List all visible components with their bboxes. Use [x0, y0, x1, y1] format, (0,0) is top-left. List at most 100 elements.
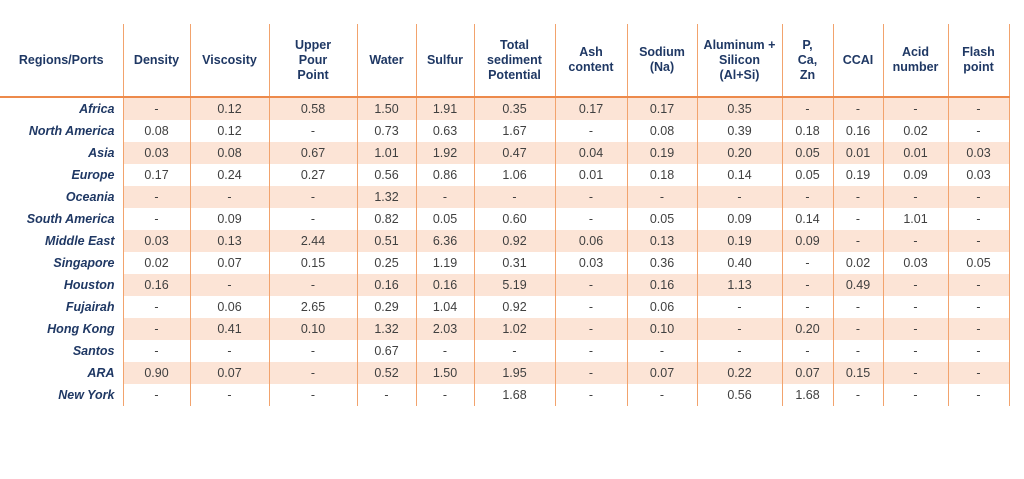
- column-header-ash-content: Ash content: [555, 24, 628, 98]
- cell-value: 0.41: [190, 318, 270, 340]
- cell-value: 1.13: [697, 274, 783, 296]
- regions-ports-table: Regions/Ports Density Viscosity Upper Pour …: [0, 24, 1010, 406]
- cell-value: 1.04: [416, 296, 475, 318]
- cell-value: 0.49: [833, 274, 884, 296]
- cell-value: -: [948, 186, 1010, 208]
- cell-value: 0.16: [627, 274, 698, 296]
- cell-value: -: [269, 208, 358, 230]
- cell-value: 1.32: [357, 318, 417, 340]
- column-header-sulfur: Sulfur: [416, 24, 475, 98]
- cell-value: -: [555, 340, 628, 362]
- cell-value: 0.05: [782, 142, 834, 164]
- cell-value: -: [555, 362, 628, 384]
- cell-value: 0.03: [123, 142, 191, 164]
- cell-value: 0.09: [782, 230, 834, 252]
- table-row-hong-kong: Hong Kong -0.41 0.10 1.32 2.03 1.02-0.10-0.20…: [0, 318, 1010, 340]
- cell-value: 0.07: [782, 362, 834, 384]
- cell-value: -: [357, 384, 417, 406]
- table-row-singapore: Singapore 0.02 0.07 0.15 0.25 1.19 0.31 0.03 0.3…: [0, 252, 1010, 274]
- cell-value: 0.39: [697, 120, 783, 142]
- cell-value: 2.65: [269, 296, 358, 318]
- cell-value: -: [555, 274, 628, 296]
- column-header-p-ca-zn: P, Ca, Zn: [782, 24, 834, 98]
- cell-value: -: [697, 340, 783, 362]
- cell-value: 0.15: [269, 252, 358, 274]
- cell-value: -: [833, 186, 884, 208]
- cell-value: 0.52: [357, 362, 417, 384]
- table-row-north-america: North America 0.08 0.12-0.73 0.63 1.67-0.08 0…: [0, 120, 1010, 142]
- cell-value: -: [782, 252, 834, 274]
- cell-value: 0.05: [627, 208, 698, 230]
- cell-value: 0.67: [269, 142, 358, 164]
- cell-value: -: [190, 340, 270, 362]
- cell-value: 1.95: [474, 362, 556, 384]
- cell-value: 1.68: [782, 384, 834, 406]
- cell-value: -: [782, 274, 834, 296]
- table-row-new-york: New York - - - - -1.68- -0.56 1.68- - -: [0, 384, 1010, 406]
- cell-value: 2.44: [269, 230, 358, 252]
- cell-value: 1.50: [416, 362, 475, 384]
- cell-value: -: [833, 230, 884, 252]
- region-name: Houston: [0, 274, 124, 296]
- cell-value: 0.01: [833, 142, 884, 164]
- column-header-flash-point: Flash point: [948, 24, 1010, 98]
- cell-value: 1.01: [883, 208, 949, 230]
- cell-value: -: [123, 97, 191, 120]
- cell-value: 1.68: [474, 384, 556, 406]
- cell-value: 0.60: [474, 208, 556, 230]
- cell-value: 0.07: [190, 252, 270, 274]
- cell-value: -: [833, 384, 884, 406]
- cell-value: -: [833, 97, 884, 120]
- cell-value: 0.31: [474, 252, 556, 274]
- column-header-acid-number: Acid number: [883, 24, 949, 98]
- region-name: Middle East: [0, 230, 124, 252]
- cell-value: -: [555, 384, 628, 406]
- cell-value: -: [948, 362, 1010, 384]
- cell-value: 0.20: [697, 142, 783, 164]
- cell-value: 0.10: [627, 318, 698, 340]
- table-row-houston: Houston 0.16- -0.16 0.16 5.19-0.16 1.13-0.49-…: [0, 274, 1010, 296]
- cell-value: 6.36: [416, 230, 475, 252]
- column-header-total-sediment-potential: Total sediment Potential: [474, 24, 556, 98]
- column-header-water: Water: [357, 24, 417, 98]
- cell-value: 0.03: [948, 142, 1010, 164]
- cell-value: -: [782, 97, 834, 120]
- region-name: Africa: [0, 97, 124, 120]
- region-name: North America: [0, 120, 124, 142]
- cell-value: -: [474, 186, 556, 208]
- cell-value: -: [269, 384, 358, 406]
- cell-value: 0.35: [474, 97, 556, 120]
- cell-value: -: [416, 186, 475, 208]
- cell-value: 0.08: [190, 142, 270, 164]
- cell-value: 0.47: [474, 142, 556, 164]
- table-body: Africa -0.12 0.58 1.50 1.91 0.35 0.17 0.17 0.35-…: [0, 97, 1010, 406]
- cell-value: 1.01: [357, 142, 417, 164]
- cell-value: 0.06: [627, 296, 698, 318]
- cell-value: 0.92: [474, 230, 556, 252]
- cell-value: 0.13: [190, 230, 270, 252]
- region-name: ARA: [0, 362, 124, 384]
- cell-value: -: [883, 384, 949, 406]
- cell-value: 0.67: [357, 340, 417, 362]
- page: Regions/Ports Density Viscosity Upper Pour …: [0, 24, 1024, 479]
- cell-value: 0.07: [190, 362, 270, 384]
- cell-value: 0.20: [782, 318, 834, 340]
- cell-value: 0.18: [627, 164, 698, 186]
- cell-value: 1.92: [416, 142, 475, 164]
- cell-value: -: [948, 230, 1010, 252]
- cell-value: 0.08: [123, 120, 191, 142]
- column-header-sodium-na: Sodium (Na): [627, 24, 698, 98]
- cell-value: -: [883, 318, 949, 340]
- cell-value: 0.17: [627, 97, 698, 120]
- cell-value: 0.56: [697, 384, 783, 406]
- cell-value: 0.10: [269, 318, 358, 340]
- cell-value: -: [555, 208, 628, 230]
- cell-value: 1.19: [416, 252, 475, 274]
- cell-value: 0.14: [782, 208, 834, 230]
- cell-value: 1.06: [474, 164, 556, 186]
- cell-value: 0.08: [627, 120, 698, 142]
- cell-value: 0.56: [357, 164, 417, 186]
- region-name: New York: [0, 384, 124, 406]
- cell-value: -: [948, 340, 1010, 362]
- cell-value: 1.32: [357, 186, 417, 208]
